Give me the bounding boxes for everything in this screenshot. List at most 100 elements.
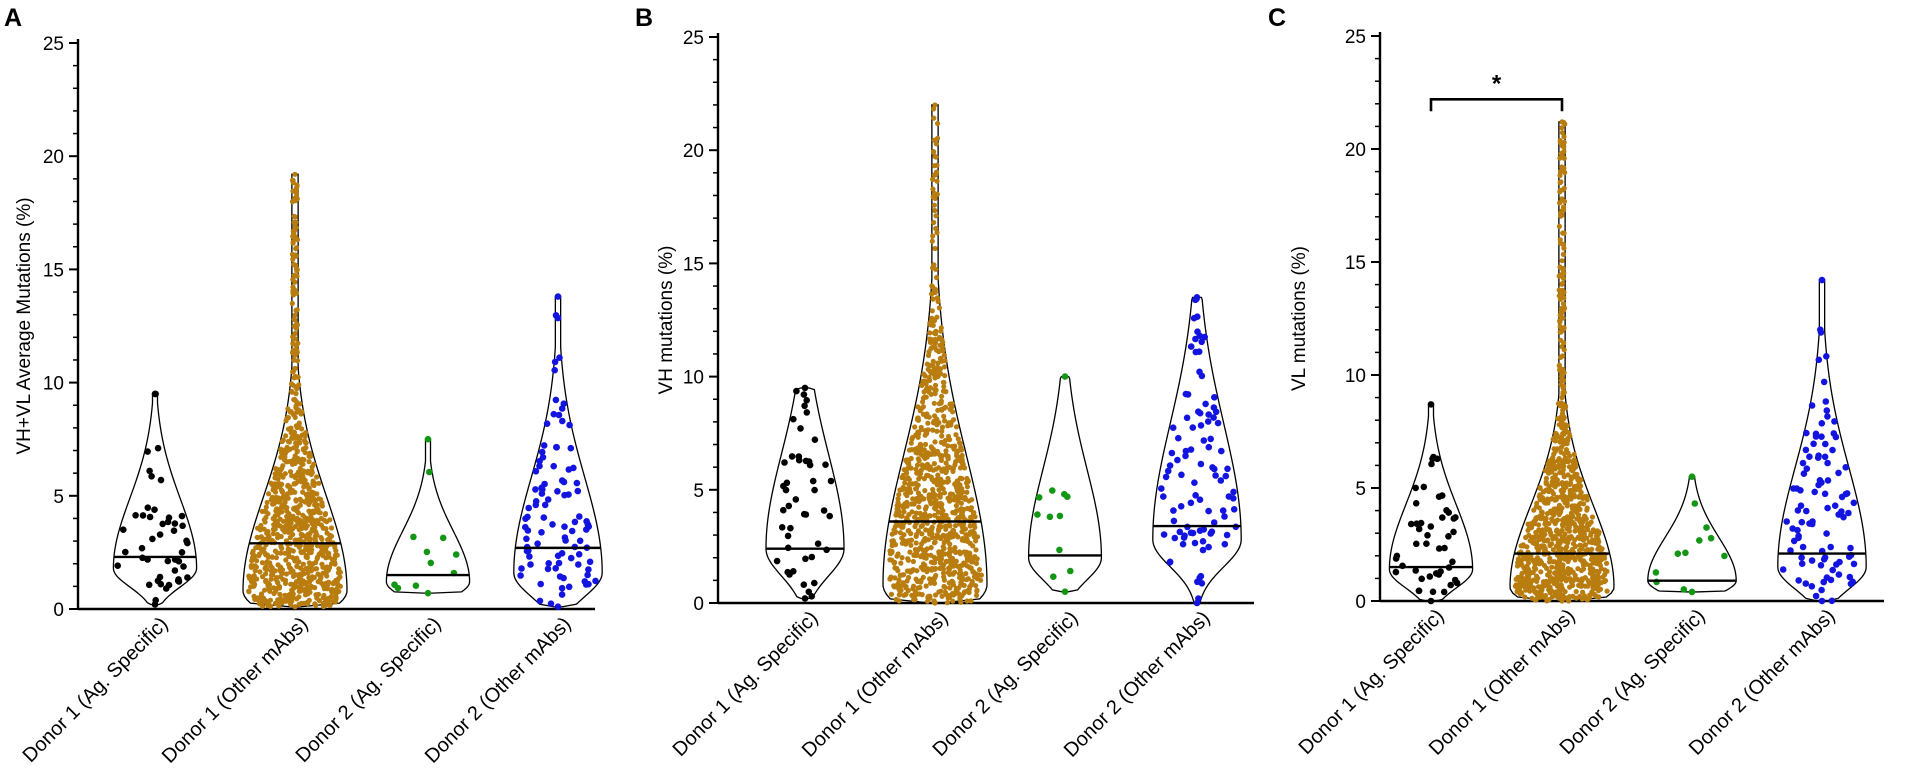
data-point <box>293 440 299 446</box>
data-point <box>1561 155 1567 161</box>
data-point <box>1175 434 1182 442</box>
data-point <box>1187 446 1195 453</box>
data-point <box>801 402 808 410</box>
data-point <box>941 577 948 583</box>
data-point <box>964 484 971 490</box>
data-point <box>335 576 342 582</box>
data-point <box>947 546 953 552</box>
data-point <box>1581 516 1587 522</box>
data-point <box>290 430 296 436</box>
data-point <box>1415 587 1423 595</box>
data-point <box>943 515 949 521</box>
data-point <box>292 365 298 371</box>
data-point <box>290 382 296 388</box>
data-point <box>966 586 972 593</box>
data-point <box>930 420 937 426</box>
data-point <box>1392 555 1400 562</box>
data-point <box>938 482 944 488</box>
data-point <box>391 581 398 588</box>
data-point <box>1547 584 1553 591</box>
data-point <box>1575 475 1581 481</box>
violin-outline <box>1647 476 1737 593</box>
data-point <box>946 464 952 470</box>
data-point <box>1571 457 1577 463</box>
data-point <box>933 141 939 147</box>
data-point <box>963 532 969 538</box>
data-point <box>942 584 948 591</box>
data-point <box>953 424 960 430</box>
y-tick-label: 25 <box>1345 27 1366 48</box>
data-point <box>946 565 952 571</box>
data-point <box>1789 525 1796 532</box>
data-point <box>968 565 974 571</box>
data-point <box>1830 430 1838 437</box>
data-point <box>1581 534 1587 541</box>
data-point <box>1546 527 1553 533</box>
data-point <box>1559 395 1565 401</box>
data-point <box>934 295 941 301</box>
data-point <box>1566 598 1572 604</box>
y-axis-title: VH mutations (%) <box>656 246 677 395</box>
category-label: Donor 2 (Other mAbs) <box>421 613 576 768</box>
data-point <box>592 577 599 585</box>
data-point <box>945 592 952 599</box>
data-point <box>931 202 938 208</box>
data-point <box>296 422 302 428</box>
data-point <box>1205 443 1213 451</box>
data-point <box>1827 543 1834 551</box>
data-point <box>273 518 279 524</box>
data-point <box>1559 281 1565 287</box>
data-point <box>1560 562 1566 568</box>
data-point <box>555 559 563 567</box>
violin-group <box>385 435 471 597</box>
data-point <box>943 389 949 395</box>
data-point <box>120 526 127 533</box>
data-point <box>306 549 312 555</box>
data-point <box>963 571 969 577</box>
data-point <box>967 531 973 537</box>
data-point <box>1559 119 1565 125</box>
data-point <box>275 580 281 586</box>
data-point <box>1558 354 1564 360</box>
data-point <box>924 465 930 471</box>
data-point <box>522 523 529 531</box>
data-point <box>939 511 946 518</box>
data-point <box>567 554 575 562</box>
data-point <box>917 510 923 516</box>
data-point <box>1553 593 1559 599</box>
data-point <box>1540 489 1546 495</box>
data-point <box>274 466 281 473</box>
data-point <box>1850 560 1858 568</box>
data-point <box>1580 589 1586 595</box>
data-point <box>526 553 533 560</box>
data-point <box>960 514 966 520</box>
data-point <box>936 401 942 407</box>
data-point <box>536 462 543 470</box>
data-point <box>912 446 918 452</box>
data-point <box>940 532 946 538</box>
data-point <box>1579 596 1585 602</box>
data-point <box>1565 554 1571 560</box>
data-point <box>943 448 949 454</box>
data-point <box>940 570 947 576</box>
data-point <box>1585 583 1591 589</box>
data-point <box>551 358 559 366</box>
data-point <box>1808 520 1816 528</box>
data-point <box>1196 496 1204 504</box>
data-point <box>1560 385 1566 391</box>
data-point <box>786 571 793 578</box>
data-point <box>927 513 933 519</box>
data-point <box>954 585 960 591</box>
data-point <box>942 358 948 364</box>
y-tick-label: 10 <box>43 374 64 395</box>
data-point <box>931 461 938 467</box>
data-point <box>971 531 977 537</box>
data-point <box>1529 535 1535 541</box>
data-point <box>900 484 906 490</box>
data-point <box>910 496 916 502</box>
data-point <box>1179 540 1187 548</box>
data-point <box>972 524 978 531</box>
data-point <box>1594 577 1600 583</box>
data-point <box>944 600 951 606</box>
data-point <box>295 538 301 544</box>
